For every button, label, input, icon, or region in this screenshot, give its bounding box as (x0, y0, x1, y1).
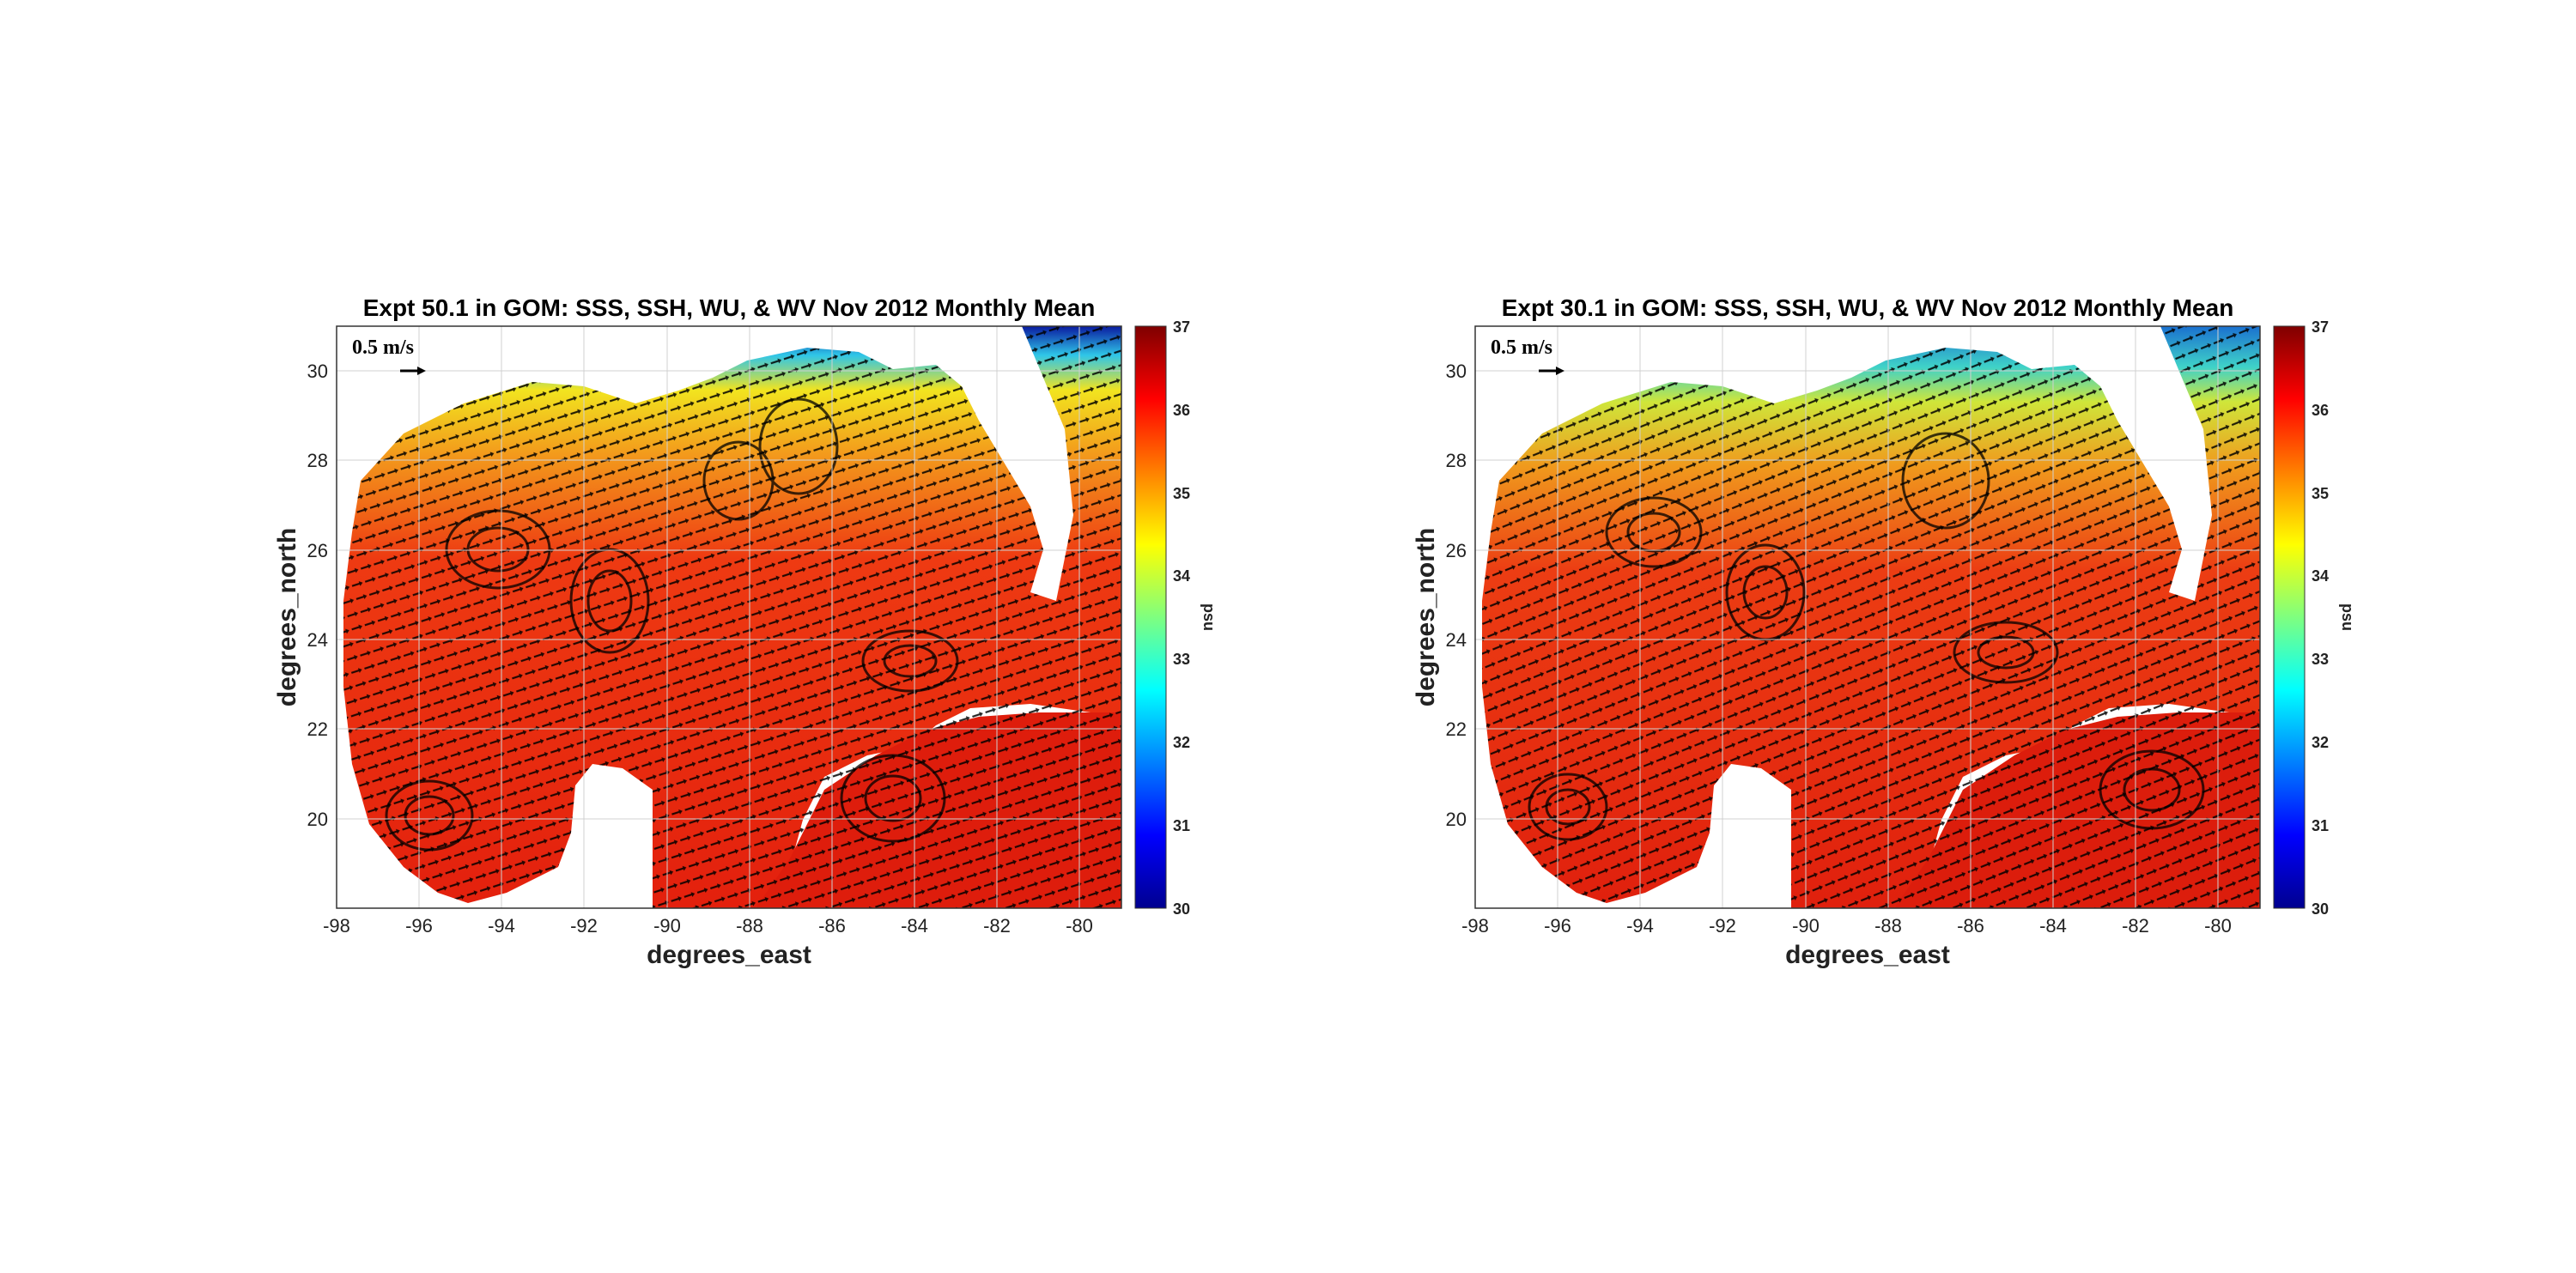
y-tick: 28 (1446, 450, 1467, 471)
y-tick: 28 (307, 450, 328, 471)
x-tick: -96 (1544, 915, 1571, 937)
colorbar-tick: 36 (2312, 402, 2329, 419)
colorbar-tick: 31 (2312, 817, 2329, 834)
x-tick: -86 (818, 915, 846, 937)
colorbar-tick: 34 (1173, 567, 1190, 585)
figure-title: Expt 50.1 in GOM: SSS, SSH, WU, & WV Nov… (363, 294, 1096, 321)
y-tick: 30 (307, 361, 328, 382)
y-axis-label: degrees_north (1412, 528, 1440, 706)
x-tick: -88 (736, 915, 763, 937)
map-figure-right: Expt 30.1 in GOM: SSS, SSH, WU, & WV Nov… (1412, 294, 2356, 969)
grid-lines (337, 326, 1121, 908)
x-tick: -84 (901, 915, 928, 937)
y-tick-labels: 20 22 24 26 28 30 (307, 361, 328, 830)
x-axis-label: degrees_east (1785, 941, 1950, 969)
y-tick: 20 (307, 809, 328, 830)
grid-lines (1475, 326, 2260, 908)
y-axis-label: degrees_north (273, 528, 301, 706)
x-tick: -84 (2039, 915, 2067, 937)
x-tick: -88 (1874, 915, 1902, 937)
panel-expt-30: Expt 30.1 in GOM: SSS, SSH, WU, & WV Nov… (1139, 0, 2427, 1273)
plot-frame (336, 325, 1122, 909)
x-tick: -92 (1709, 915, 1736, 937)
x-tick: -82 (983, 915, 1011, 937)
x-tick: -98 (323, 915, 350, 937)
y-tick: 22 (307, 718, 328, 740)
eddy-swirls (385, 397, 959, 852)
y-tick: 22 (1446, 718, 1467, 740)
x-tick: -92 (570, 915, 598, 937)
x-tick: -96 (405, 915, 433, 937)
colorbar-tick: 31 (1173, 817, 1190, 834)
x-tick-labels: -98 -96 -94 -92 -90 -88 -86 -84 -82 -80 (323, 915, 1093, 937)
scale-arrow-label: 0.5 m/s (1491, 336, 1552, 359)
y-tick: 30 (1446, 361, 1467, 382)
colorbar (1134, 325, 1167, 909)
scale-arrow-label: 0.5 m/s (352, 336, 414, 359)
colorbar-tick: 30 (2312, 900, 2329, 918)
map-figure-left: Expt 50.1 in GOM: SSS, SSH, WU, & WV Nov… (273, 294, 1218, 969)
colorbar-tick: 32 (2312, 734, 2329, 751)
colorbar-ticks: 37 36 35 34 33 32 31 30 (1173, 318, 1190, 918)
current-vectors-overlay (1482, 326, 2260, 908)
x-axis-label: degrees_east (647, 941, 811, 969)
colorbar-tick: 36 (1173, 402, 1190, 419)
map-plot-area (1475, 326, 2260, 908)
colorbar-ticks: 37 36 35 34 33 32 31 30 (2312, 318, 2329, 918)
y-tick: 24 (1446, 629, 1467, 651)
figure-title: Expt 30.1 in GOM: SSS, SSH, WU, & WV Nov… (1502, 294, 2234, 321)
colorbar-tick: 37 (2312, 318, 2329, 336)
colorbar-tick: 35 (2312, 485, 2329, 502)
x-tick: -90 (653, 915, 681, 937)
map-plot-area (337, 326, 1121, 908)
x-tick: -86 (1957, 915, 1984, 937)
y-tick: 24 (307, 629, 328, 651)
y-tick: 20 (1446, 809, 1467, 830)
scale-arrow-icon (1539, 367, 1564, 375)
panel-expt-50: Expt 50.1 in GOM: SSS, SSH, WU, & WV Nov… (273, 294, 1218, 969)
x-tick: -82 (2122, 915, 2149, 937)
scale-arrow-icon (400, 367, 426, 375)
y-tick: 26 (1446, 540, 1467, 561)
colorbar-tick: 33 (2312, 651, 2329, 668)
x-tick: -90 (1792, 915, 1820, 937)
x-tick: -80 (2204, 915, 2232, 937)
colorbar-tick: 34 (2312, 567, 2329, 585)
colorbar (2273, 325, 2306, 909)
y-tick: 26 (307, 540, 328, 561)
x-tick: -80 (1066, 915, 1093, 937)
plot-frame (1474, 325, 2261, 909)
colorbar-label: psu (2339, 603, 2356, 631)
colorbar-tick: 33 (1173, 651, 1190, 668)
current-vectors-overlay (343, 326, 1121, 908)
y-tick-labels: 20 22 24 26 28 30 (1446, 361, 1467, 830)
colorbar-tick: 35 (1173, 485, 1190, 502)
colorbar-label: psu (1200, 603, 1218, 631)
x-tick: -98 (1461, 915, 1489, 937)
colorbar-tick: 30 (1173, 900, 1190, 918)
colorbar-tick: 32 (1173, 734, 1190, 751)
x-tick: -94 (1626, 915, 1654, 937)
colorbar-tick: 37 (1173, 318, 1190, 336)
x-tick: -94 (488, 915, 515, 937)
x-tick-labels: -98 -96 -94 -92 -90 -88 -86 -84 -82 -80 (1461, 915, 2232, 937)
